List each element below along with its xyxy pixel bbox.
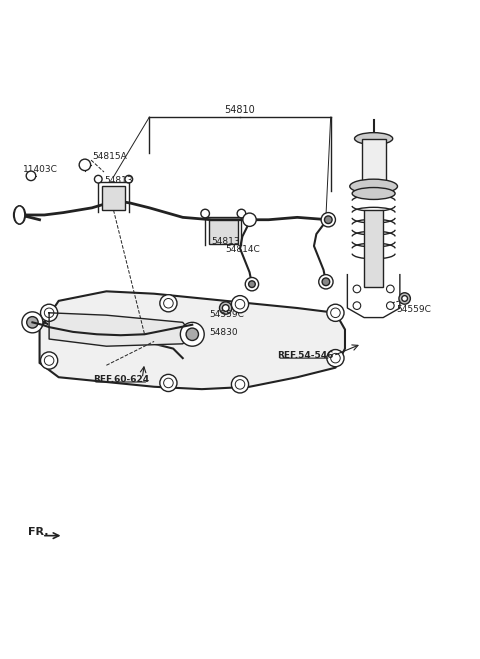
Ellipse shape [14, 206, 25, 224]
Circle shape [26, 171, 36, 181]
Circle shape [231, 296, 249, 313]
Circle shape [44, 356, 54, 365]
Text: REF.60-624: REF.60-624 [93, 375, 149, 384]
Bar [102, 186, 125, 210]
Text: 11403C: 11403C [23, 165, 58, 174]
Circle shape [44, 308, 54, 318]
Polygon shape [49, 313, 192, 346]
Circle shape [235, 299, 245, 309]
Circle shape [386, 302, 394, 310]
Circle shape [164, 378, 173, 387]
Circle shape [327, 304, 344, 322]
Text: 54815A: 54815A [92, 152, 127, 161]
Circle shape [243, 213, 256, 227]
Circle shape [219, 302, 232, 314]
Circle shape [180, 322, 204, 346]
Ellipse shape [352, 188, 395, 200]
Circle shape [164, 299, 173, 308]
Ellipse shape [13, 206, 25, 224]
Text: 54559C: 54559C [396, 305, 432, 314]
Circle shape [321, 213, 336, 227]
Circle shape [160, 374, 177, 391]
Circle shape [160, 295, 177, 312]
Circle shape [231, 376, 249, 393]
Circle shape [222, 304, 229, 311]
Text: FR.: FR. [28, 527, 48, 537]
Bar [364, 210, 383, 287]
Circle shape [327, 349, 344, 366]
Circle shape [353, 302, 361, 310]
Circle shape [319, 275, 333, 289]
Circle shape [22, 312, 43, 333]
Circle shape [353, 285, 361, 293]
Circle shape [245, 277, 259, 291]
Text: 54813: 54813 [211, 237, 240, 246]
Circle shape [125, 175, 132, 183]
Ellipse shape [350, 179, 397, 194]
Circle shape [40, 304, 58, 322]
Circle shape [322, 278, 330, 285]
Circle shape [95, 175, 102, 183]
Bar [209, 219, 238, 244]
Circle shape [186, 328, 199, 341]
Circle shape [386, 285, 394, 293]
Circle shape [249, 281, 255, 287]
Ellipse shape [355, 132, 393, 144]
Text: 54813: 54813 [104, 176, 132, 185]
Circle shape [235, 380, 245, 389]
Text: REF.54-546: REF.54-546 [277, 351, 334, 360]
Circle shape [40, 352, 58, 369]
Circle shape [237, 210, 246, 218]
Circle shape [402, 296, 408, 301]
PathPatch shape [39, 291, 345, 389]
Circle shape [399, 293, 410, 304]
Text: 54814C: 54814C [226, 245, 261, 254]
Circle shape [79, 159, 91, 171]
Circle shape [331, 308, 340, 318]
Circle shape [324, 216, 332, 223]
Circle shape [331, 353, 340, 363]
Circle shape [27, 316, 38, 328]
Bar [362, 138, 385, 186]
Text: 54810: 54810 [225, 105, 255, 115]
Text: 54830: 54830 [209, 328, 238, 337]
Text: 54559C: 54559C [209, 310, 244, 319]
Circle shape [201, 210, 209, 218]
